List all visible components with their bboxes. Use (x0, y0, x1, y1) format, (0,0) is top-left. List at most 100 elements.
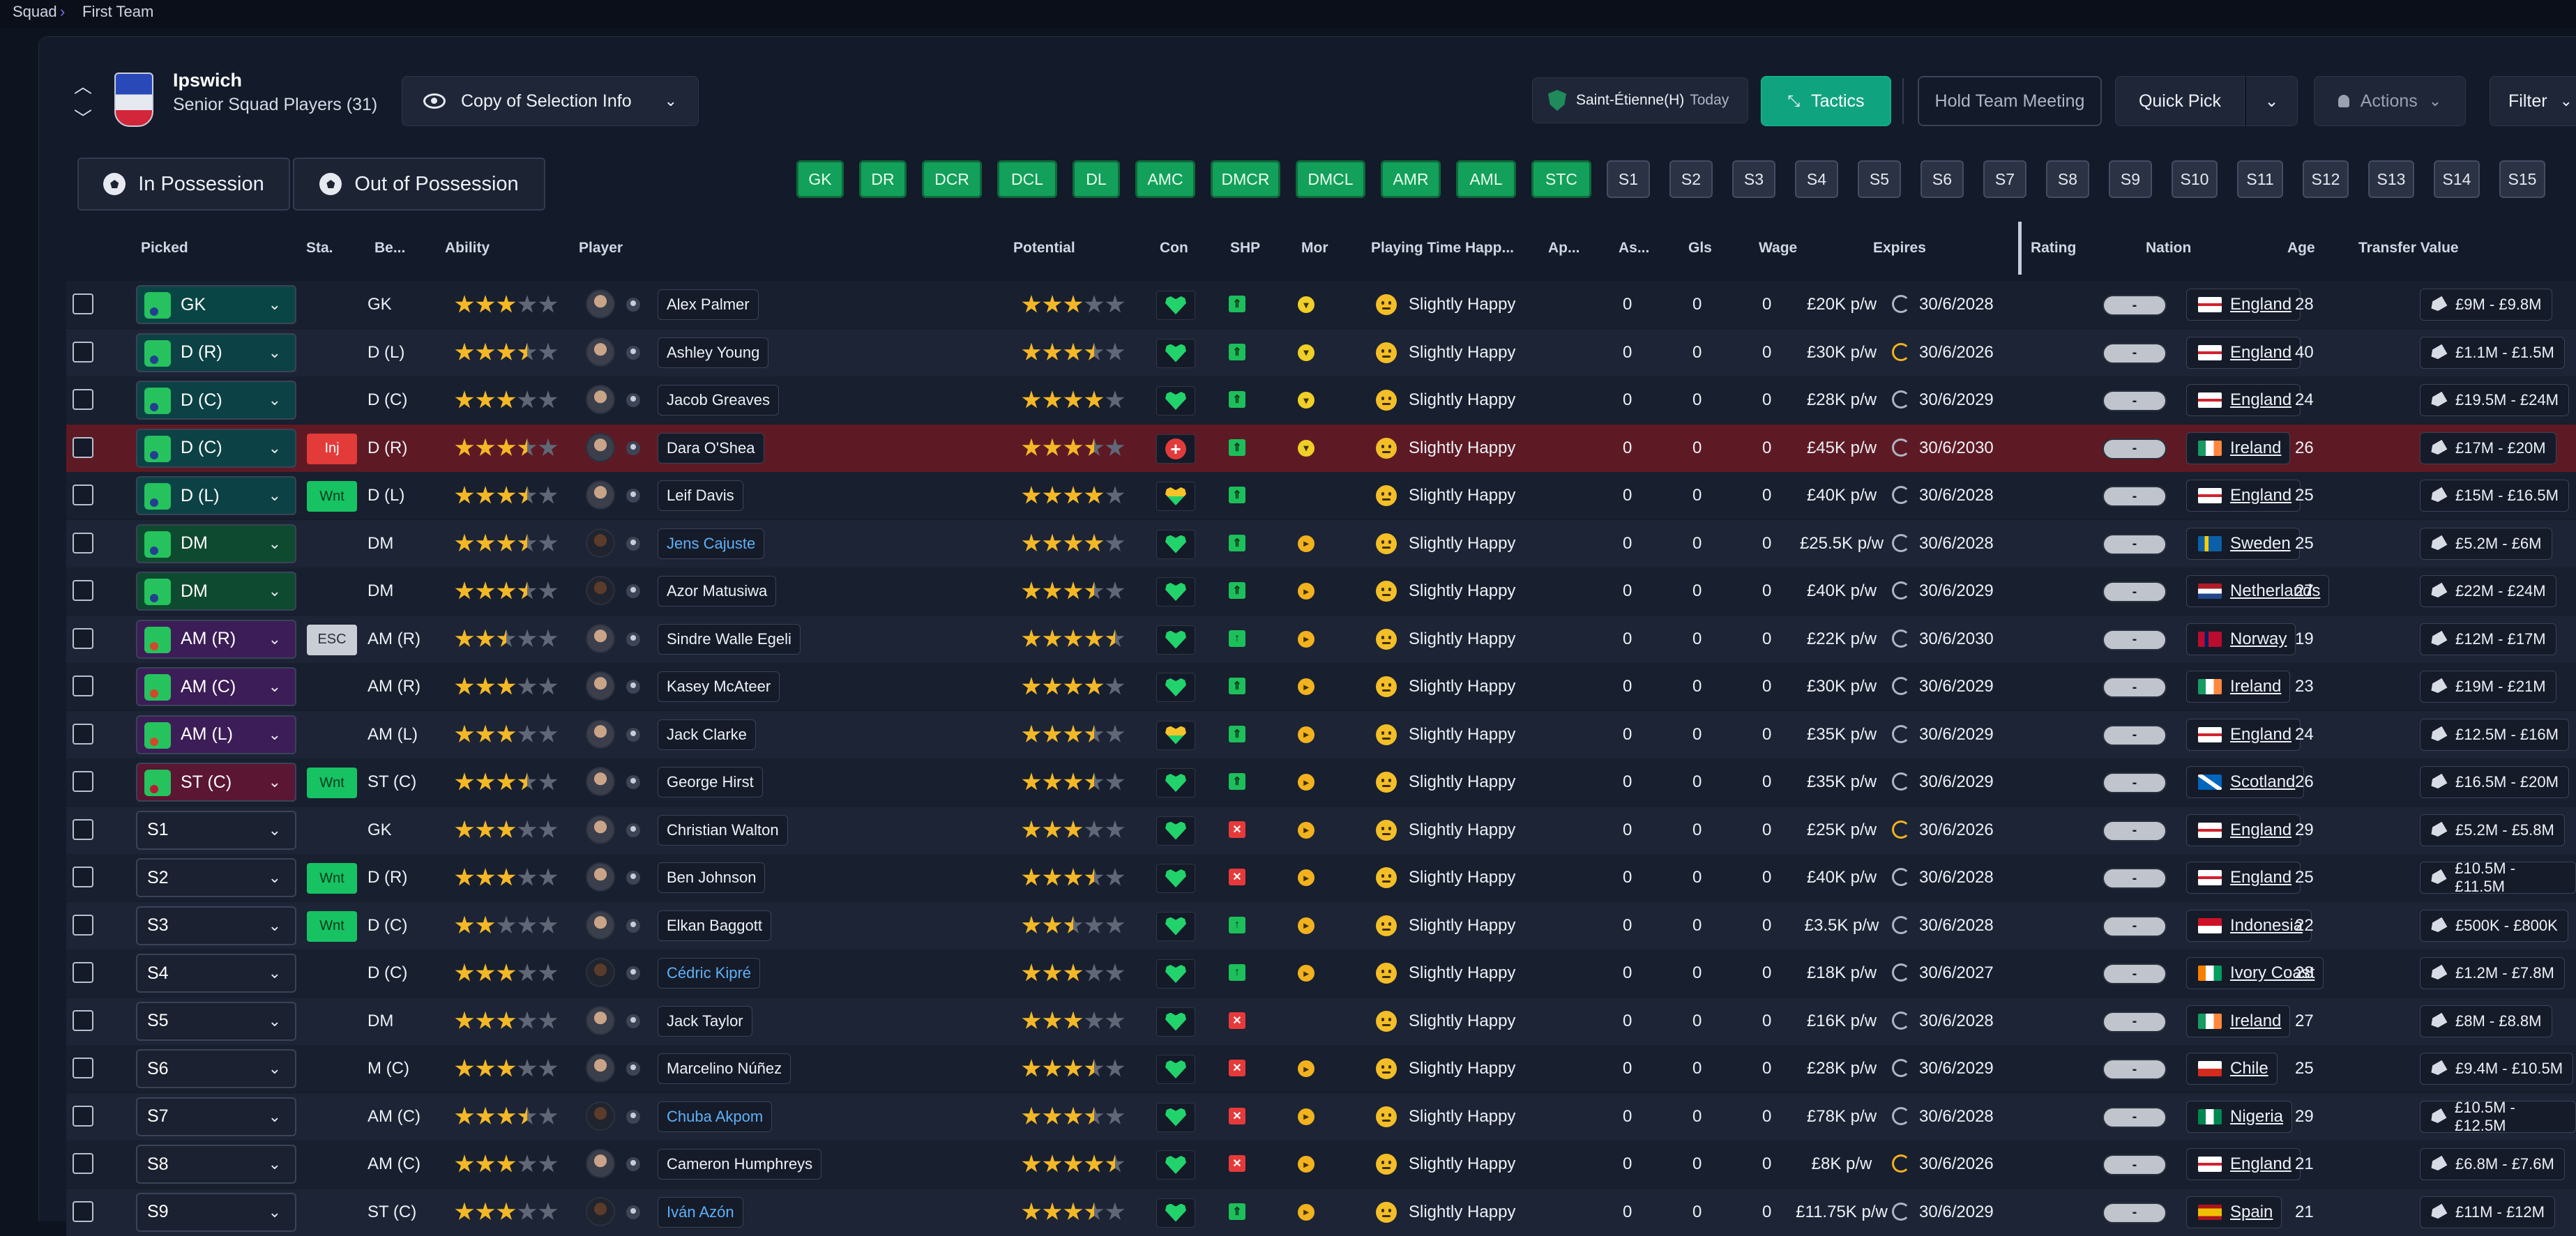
picked-position-dropdown[interactable]: S2 ⌄ (136, 858, 296, 897)
row-select-checkbox[interactable] (73, 1200, 93, 1222)
nation-link[interactable]: Norway (2186, 623, 2296, 655)
breadcrumb-root[interactable]: Squad (13, 3, 57, 20)
table-row[interactable]: AM (C) ⌄ AM (R) Kasey McAteer ⇑ ▸ Slightly Hap… (66, 663, 2576, 710)
player-picker-icon[interactable] (626, 1157, 640, 1171)
player-name-link[interactable]: Azor Matusiwa (658, 576, 777, 606)
row-select-checkbox[interactable] (73, 1153, 93, 1174)
column-age[interactable]: Age (2287, 240, 2315, 256)
player-name-link[interactable]: Marcelino Núñez (658, 1053, 791, 1084)
sub-chip-s15[interactable]: S15 (2499, 160, 2545, 198)
next-team-arrow-icon[interactable]: ﹀ (74, 108, 93, 129)
table-row[interactable]: AM (L) ⌄ AM (L) Jack Clarke ⇑ ▸ Slightly Happy… (66, 710, 2576, 758)
sub-chip-s13[interactable]: S13 (2368, 160, 2414, 198)
transfer-value-badge[interactable]: £1.1M - £1.5M (2420, 336, 2565, 369)
row-select-checkbox[interactable] (73, 771, 93, 792)
transfer-value-badge[interactable]: £1.2M - £7.8M (2420, 957, 2565, 989)
column-nation[interactable]: Nation (2146, 240, 2192, 256)
tactics-button[interactable]: ⤡ Tactics (1761, 76, 1891, 126)
transfer-value-badge[interactable]: £15M - £16.5M (2420, 480, 2569, 512)
table-row[interactable]: DM ⌄ DM Azor Matusiwa ⇑ ▸ Slightly Happy 0 0 0 £40… (66, 567, 2576, 615)
next-fixture-badge[interactable]: Saint-Étienne(H) Today (1532, 77, 1748, 123)
sub-chip-s3[interactable]: S3 (1732, 160, 1775, 198)
selection-info-dropdown[interactable]: Copy of Selection Info ⌄ (402, 76, 699, 126)
player-name-link[interactable]: Christian Walton (658, 814, 788, 846)
nation-link[interactable]: Nigeria (2186, 1100, 2293, 1133)
player-picker-icon[interactable] (626, 1109, 640, 1124)
picked-position-dropdown[interactable]: AM (R) ⌄ (136, 619, 296, 659)
player-picker-icon[interactable] (626, 1205, 640, 1219)
column-rating[interactable]: Rating (2031, 240, 2077, 256)
player-picker-icon[interactable] (626, 918, 640, 933)
player-name-link[interactable]: Ben Johnson (658, 862, 766, 893)
column-mor[interactable]: Mor (1301, 240, 1328, 256)
hold-team-meeting-button[interactable]: Hold Team Meeting (1918, 76, 2102, 126)
table-row[interactable]: S9 ⌄ ST (C) Iván Azón ⇑ ▸ Slightly Happy 0 0 0 £11… (66, 1188, 2576, 1236)
transfer-value-badge[interactable]: £17M - £20M (2420, 432, 2556, 464)
table-row[interactable]: D (C) ⌄ D (C) Jacob Greaves ⇑ ▾ Slightly Happy… (66, 376, 2576, 424)
transfer-value-badge[interactable]: £11M - £12M (2420, 1196, 2555, 1228)
table-row[interactable]: ST (C) ⌄ Wnt ST (C) George Hirst ⇑ ▸ Slightly H… (66, 758, 2576, 806)
sub-chip-s7[interactable]: S7 (1983, 160, 2026, 198)
picked-position-dropdown[interactable]: S8 ⌄ (136, 1145, 296, 1184)
nation-link[interactable]: England (2186, 336, 2301, 369)
column-shp[interactable]: SHP (1230, 240, 1261, 256)
row-select-checkbox[interactable] (73, 914, 93, 936)
position-chip-amr[interactable]: AMR (1381, 160, 1441, 198)
row-select-checkbox[interactable] (73, 485, 93, 505)
player-name-link[interactable]: Chuba Akpom (658, 1101, 773, 1132)
transfer-value-badge[interactable]: £8M - £8.8M (2420, 1005, 2552, 1037)
picked-position-dropdown[interactable]: GK ⌄ (136, 285, 296, 324)
position-chip-dcr[interactable]: DCR (922, 160, 982, 198)
player-name-link[interactable]: Jens Cajuste (658, 528, 765, 559)
player-picker-icon[interactable] (626, 823, 640, 837)
sub-chip-s10[interactable]: S10 (2172, 160, 2218, 198)
column-assists[interactable]: As... (1619, 240, 1650, 256)
player-name-link[interactable]: Alex Palmer (658, 289, 759, 320)
player-name-link[interactable]: Sindre Walle Egeli (658, 623, 801, 655)
column-resize-handle[interactable] (2018, 222, 2022, 275)
picked-position-dropdown[interactable]: S1 ⌄ (136, 810, 296, 850)
row-select-checkbox[interactable] (73, 436, 93, 458)
player-picker-icon[interactable] (626, 727, 640, 742)
player-picker-icon[interactable] (626, 775, 640, 789)
position-chip-aml[interactable]: AML (1456, 160, 1516, 198)
status-badge[interactable]: Wnt (307, 481, 357, 512)
row-select-checkbox[interactable] (73, 818, 93, 840)
picked-position-dropdown[interactable]: AM (L) ⌄ (136, 715, 296, 754)
row-select-checkbox[interactable] (73, 962, 93, 983)
player-picker-icon[interactable] (626, 489, 640, 503)
player-name-link[interactable]: Jack Taylor (658, 1005, 752, 1037)
player-picker-icon[interactable] (626, 345, 640, 360)
sub-chip-s2[interactable]: S2 (1669, 160, 1713, 198)
position-chip-gk[interactable]: GK (796, 160, 844, 198)
transfer-value-badge[interactable]: £19.5M - £24M (2420, 384, 2569, 416)
position-chip-dcl[interactable]: DCL (997, 160, 1057, 198)
player-picker-icon[interactable] (626, 966, 640, 980)
player-picker-icon[interactable] (626, 393, 640, 407)
tab-in-possession[interactable]: In Possession (77, 158, 290, 211)
player-name-link[interactable]: Cameron Humphreys (658, 1149, 822, 1180)
player-name-link[interactable]: Cédric Kipré (658, 958, 761, 989)
filter-dropdown[interactable]: Filter ⌄ (2490, 76, 2576, 126)
position-chip-dl[interactable]: DL (1073, 160, 1120, 198)
row-select-checkbox[interactable] (73, 1105, 93, 1127)
transfer-value-badge[interactable]: £16.5M - £20M (2420, 766, 2569, 798)
table-row[interactable]: D (C) ⌄ Inj D (R) Dara O'Shea + ⇑ ▾ Slightly Hap… (66, 424, 2576, 472)
player-name-link[interactable]: Jacob Greaves (658, 385, 779, 415)
picked-position-dropdown[interactable]: S4 ⌄ (136, 954, 296, 993)
table-row[interactable]: S7 ⌄ AM (C) Chuba Akpom ✕ ▸ Slightly Happy 0 0 0 £… (66, 1092, 2576, 1140)
nation-link[interactable]: England (2186, 1148, 2301, 1180)
status-badge[interactable]: Wnt (307, 910, 357, 942)
transfer-value-badge[interactable]: £5.2M - £5.8M (2420, 814, 2565, 846)
transfer-value-badge[interactable]: £9.4M - £10.5M (2420, 1053, 2574, 1085)
player-picker-icon[interactable] (626, 1062, 640, 1076)
player-picker-icon[interactable] (626, 680, 640, 694)
transfer-value-badge[interactable]: £12.5M - £16M (2420, 718, 2569, 751)
player-name-link[interactable]: Dara O'Shea (658, 432, 764, 464)
status-badge[interactable]: Wnt (307, 768, 357, 798)
nation-link[interactable]: Chile (2186, 1053, 2278, 1085)
row-select-checkbox[interactable] (73, 389, 93, 410)
column-con[interactable]: Con (1160, 240, 1188, 256)
nation-link[interactable]: Indonesia (2186, 909, 2312, 942)
table-row[interactable]: S6 ⌄ M (C) Marcelino Núñez ✕ ▸ Slightly Happy 0… (66, 1045, 2576, 1092)
